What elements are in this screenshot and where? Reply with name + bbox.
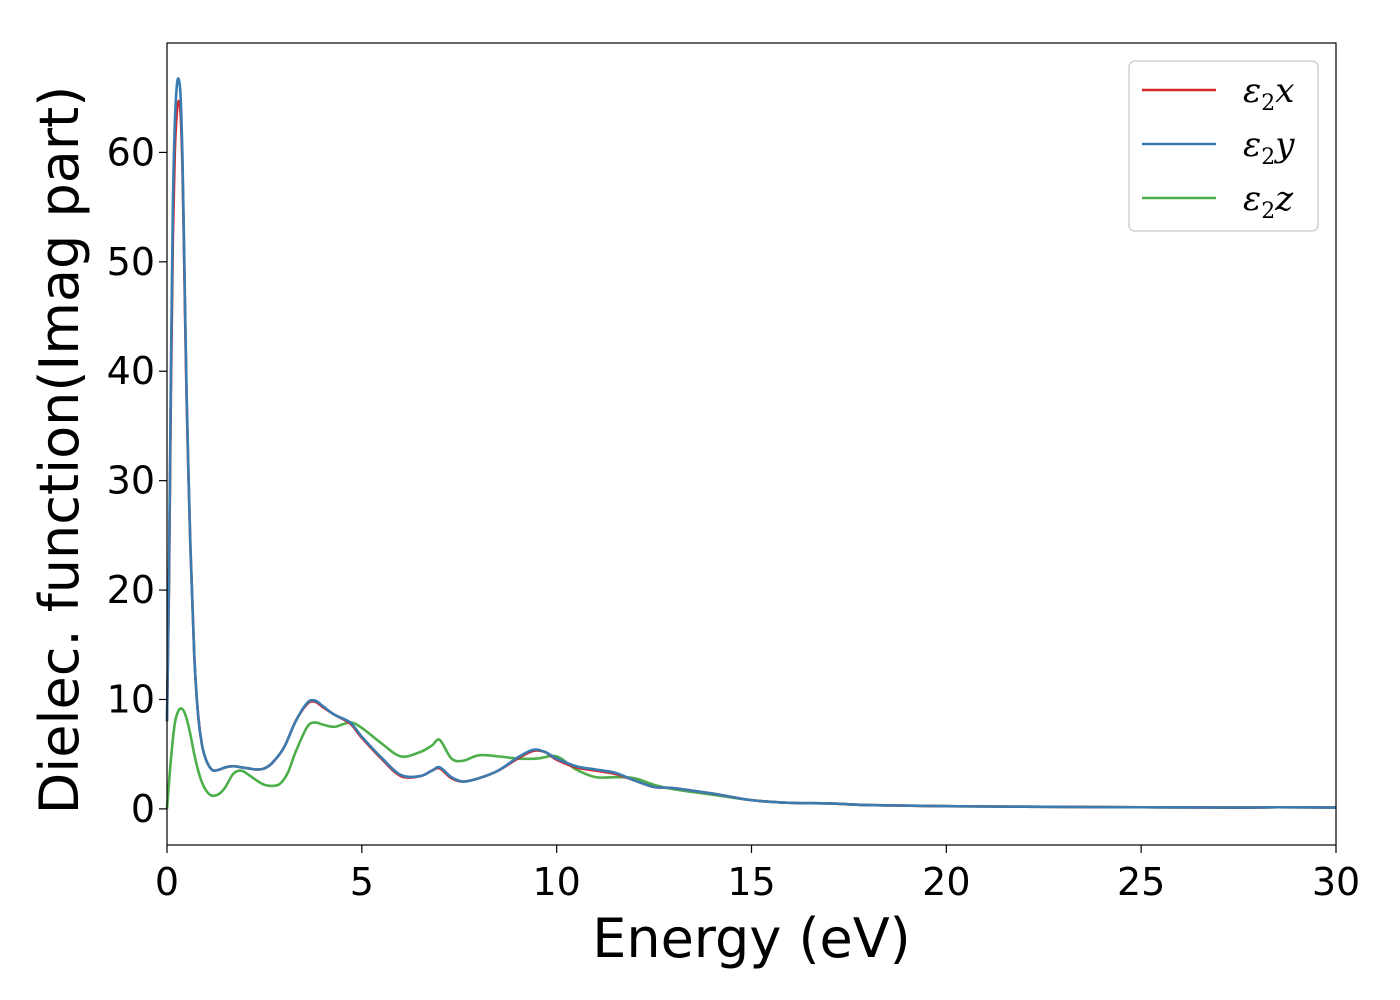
y-axis-label: Dielec. function(Imag part) bbox=[28, 86, 91, 815]
x-tick-label: 20 bbox=[922, 860, 970, 904]
x-tick-label: 0 bbox=[155, 860, 179, 904]
x-axis-ticks: 0 5 10 15 20 25 30 bbox=[155, 845, 1360, 904]
x-tick-label: 5 bbox=[350, 860, 374, 904]
series-line-z bbox=[165, 707, 1337, 809]
legend-box bbox=[1128, 60, 1319, 232]
legend-label-x: ε2x bbox=[1243, 71, 1294, 116]
y-tick-label: 40 bbox=[107, 349, 155, 393]
x-tick-label: 30 bbox=[1312, 860, 1360, 904]
legend: ε2x ε2y ε2z bbox=[1128, 60, 1319, 232]
y-tick-label: 20 bbox=[107, 568, 155, 612]
legend-label-y: ε2y bbox=[1243, 125, 1295, 170]
y-tick-label: 50 bbox=[107, 240, 155, 284]
x-tick-label: 15 bbox=[727, 860, 775, 904]
x-axis-label: Energy (eV) bbox=[592, 907, 911, 970]
y-tick-label: 10 bbox=[107, 677, 155, 721]
y-tick-label: 30 bbox=[107, 459, 155, 503]
y-tick-label: 0 bbox=[131, 787, 155, 831]
legend-label-z: ε2z bbox=[1243, 179, 1294, 224]
y-tick-label: 60 bbox=[107, 130, 155, 174]
plot-series bbox=[165, 77, 1337, 809]
y-axis-ticks: 0 10 20 30 40 50 60 bbox=[107, 130, 167, 831]
x-tick-label: 25 bbox=[1117, 860, 1165, 904]
series-line-y bbox=[165, 77, 1337, 809]
x-tick-label: 10 bbox=[532, 860, 580, 904]
